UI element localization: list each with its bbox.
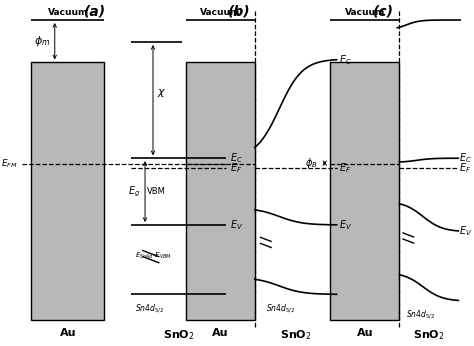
Text: $E_V$: $E_V$: [459, 224, 473, 238]
Text: SnO$_2$: SnO$_2$: [413, 328, 445, 342]
Text: SnO$_2$: SnO$_2$: [163, 328, 194, 342]
Text: (c): (c): [373, 5, 393, 19]
Text: $Sn4d_{5/2}$: $Sn4d_{5/2}$: [135, 302, 164, 315]
Text: $E_C$: $E_C$: [459, 151, 472, 165]
Text: Vacuum: Vacuum: [345, 8, 385, 17]
Bar: [186, 62, 255, 320]
Text: (a): (a): [84, 5, 107, 19]
Text: $E_F$: $E_F$: [230, 161, 243, 175]
Text: $E_F$: $E_F$: [459, 161, 471, 175]
Bar: [330, 62, 400, 320]
Text: $E_V$: $E_V$: [339, 218, 352, 232]
Text: $E_g$: $E_g$: [128, 184, 141, 199]
Text: VBM: VBM: [147, 187, 166, 196]
Text: $E_{Sn4d}$-$E_{VBM}$: $E_{Sn4d}$-$E_{VBM}$: [135, 251, 172, 261]
Text: Vacuum: Vacuum: [47, 8, 88, 17]
Text: $E_F$: $E_F$: [339, 161, 351, 175]
Bar: [31, 62, 104, 320]
Text: $E_C$: $E_C$: [339, 53, 352, 67]
Text: Vacuum: Vacuum: [201, 8, 241, 17]
Text: Au: Au: [60, 328, 76, 338]
Text: $Sn4d_{5/2}$: $Sn4d_{5/2}$: [266, 302, 295, 315]
Text: $\phi_B$: $\phi_B$: [305, 156, 318, 170]
Text: $E_V$: $E_V$: [230, 218, 244, 232]
Text: $Sn4d_{5/2}$: $Sn4d_{5/2}$: [406, 308, 436, 321]
Text: SnO$_2$: SnO$_2$: [280, 328, 311, 342]
Text: $\phi_m$: $\phi_m$: [34, 34, 50, 48]
Text: Au: Au: [356, 328, 373, 338]
Text: $E_{FM}$: $E_{FM}$: [1, 158, 18, 170]
Text: Au: Au: [212, 328, 229, 338]
Text: $\chi$: $\chi$: [157, 87, 167, 99]
Text: $E_C$: $E_C$: [230, 151, 243, 165]
Text: (b): (b): [228, 5, 251, 19]
